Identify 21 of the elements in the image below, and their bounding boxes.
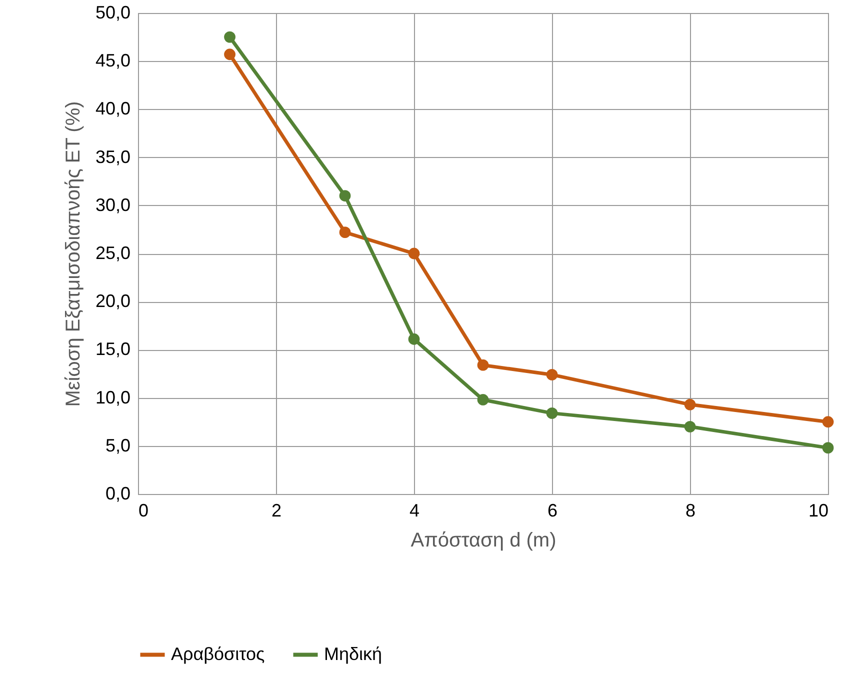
y-tick-label: 5,0 [105,435,130,456]
y-tick-label: 45,0 [95,50,130,71]
y-tick-label: 0,0 [105,484,130,504]
y-axis-title: Μείωση Εξατμισοδιαπνοής ET (%) [62,101,84,407]
x-tick-label: 10 [808,500,828,520]
x-axis-title: Απόσταση d (m) [410,530,556,552]
y-tick-label: 40,0 [95,98,130,119]
x-tick-label: 6 [547,500,558,520]
y-tick-label: 30,0 [95,194,130,215]
y-tick-label: 20,0 [95,291,130,312]
y-tick-label: 10,0 [95,387,130,408]
y-tick-label: 35,0 [95,146,130,167]
y-tick-label: 50,0 [95,2,130,22]
legend-label: Μηδική [324,644,382,664]
y-tick-label: 25,0 [95,243,130,263]
x-tick-label: 2 [271,500,282,520]
x-tick-label: 8 [685,500,696,520]
x-tick-label: 0 [138,500,149,520]
y-tick-label: 15,0 [95,339,130,360]
legend-label: Αραβόσιτος [171,644,265,664]
x-tick-label: 4 [409,500,420,520]
